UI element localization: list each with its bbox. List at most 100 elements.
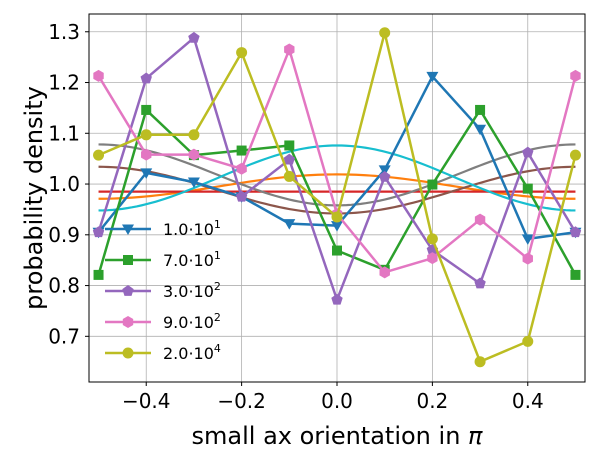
series (92, 31, 582, 305)
legend-label: 2.0·104 (163, 342, 221, 363)
legend-label-exponent: 1 (214, 249, 221, 262)
x-tick-label: 0.4 (512, 389, 544, 413)
data-point (236, 47, 248, 59)
legend-marker (122, 347, 134, 359)
ticks: −0.4 −0.2 0.0 0.2 0.4 0.7 0.8 0.9 1.0 1.1 1.2 1.3 (48, 20, 543, 413)
legend-label-exponent: 2 (214, 311, 221, 324)
legend-item: 9.0·102 (105, 311, 221, 332)
data-point (140, 72, 152, 84)
data-point (284, 140, 295, 151)
data-point (188, 148, 200, 161)
data-point (570, 269, 581, 280)
legend-marker (122, 285, 134, 296)
data-point (378, 170, 391, 182)
legend-label-times: ·10 (188, 282, 213, 301)
legend-label-mantissa: 2.0 (163, 344, 188, 363)
legend-item: 3.0·102 (105, 280, 221, 301)
data-point (378, 165, 391, 176)
data-point (235, 190, 248, 202)
data-point (427, 252, 438, 265)
legend-label-exponent: 1 (214, 218, 221, 231)
legend-label-mantissa: 1.0 (163, 220, 188, 239)
legend-marker (122, 316, 134, 328)
legend-label: 7.0·101 (163, 249, 221, 270)
data-point (140, 168, 153, 179)
data-point (427, 179, 438, 190)
data-point (569, 149, 581, 161)
data-point (283, 219, 296, 230)
legend-item: 2.0·104 (105, 342, 221, 363)
data-point (475, 104, 486, 115)
data-point (379, 266, 390, 279)
data-point (236, 145, 247, 156)
data-point (474, 277, 486, 289)
data-point (522, 183, 533, 194)
data-point (92, 226, 105, 238)
smooth-curves (98, 143, 576, 215)
data-point (187, 177, 200, 189)
y-axis-label: probability density (20, 86, 48, 310)
legend-label-mantissa: 3.0 (163, 282, 188, 301)
data-point (188, 129, 200, 141)
data-point (284, 43, 295, 56)
data-point (236, 162, 247, 175)
legend-label-times: ·10 (188, 344, 213, 363)
data-point (140, 129, 152, 141)
data-point (426, 233, 438, 245)
x-axis-label: small ax orientation in π (192, 422, 484, 450)
data-point (522, 252, 533, 265)
data-point (283, 153, 296, 165)
legend-label-times: ·10 (188, 313, 213, 332)
data-point (188, 31, 200, 43)
series (93, 27, 581, 368)
legend-label-exponent: 2 (214, 280, 221, 293)
data-point (283, 170, 295, 182)
data-point (331, 211, 343, 223)
data-point (522, 146, 534, 158)
series-group (92, 27, 582, 368)
data-point (93, 69, 104, 82)
data-point (474, 213, 486, 226)
legend-item: 7.0·101 (105, 249, 221, 270)
x-tick-label: 0.2 (416, 389, 448, 413)
legend-label-times: ·10 (188, 251, 213, 270)
data-point (522, 335, 534, 347)
legend-label-times: ·10 (188, 220, 213, 239)
legend-marker (122, 224, 134, 235)
legend-label-mantissa: 7.0 (163, 251, 188, 270)
grid (89, 14, 585, 382)
legend-item: 1.0·101 (105, 218, 221, 239)
data-point (379, 27, 391, 39)
y-tick-label: 1.0 (48, 172, 80, 196)
legend-label-exponent: 4 (214, 342, 221, 355)
y-tick-label: 1.1 (48, 121, 80, 145)
x-tick-label: −0.2 (217, 389, 266, 413)
data-point (570, 69, 581, 82)
data-point (474, 356, 486, 368)
y-tick-label: 0.7 (48, 324, 80, 348)
y-tick-label: 1.2 (48, 71, 80, 95)
data-point (569, 226, 582, 238)
legend-label: 9.0·102 (163, 311, 221, 332)
x-axis-label-text: small ax orientation in (192, 422, 469, 450)
legend-marker (123, 255, 133, 265)
data-point (141, 104, 152, 115)
y-tick-label: 0.8 (48, 274, 80, 298)
data-point (331, 221, 343, 232)
data-point (93, 149, 105, 161)
data-point (331, 293, 343, 305)
data-point (426, 71, 439, 83)
legend-label-mantissa: 9.0 (163, 313, 188, 332)
x-tick-label: −0.4 (122, 389, 171, 413)
data-point (474, 124, 487, 136)
y-tick-label: 1.3 (48, 20, 80, 44)
x-tick-label: 0.0 (321, 389, 353, 413)
data-point (521, 234, 534, 245)
x-axis-label-symbol: π (468, 422, 483, 450)
data-point (93, 269, 104, 280)
data-point (141, 148, 152, 161)
y-tick-label: 0.9 (48, 223, 80, 247)
smooth-curve-line (98, 144, 576, 212)
data-point (332, 245, 342, 256)
